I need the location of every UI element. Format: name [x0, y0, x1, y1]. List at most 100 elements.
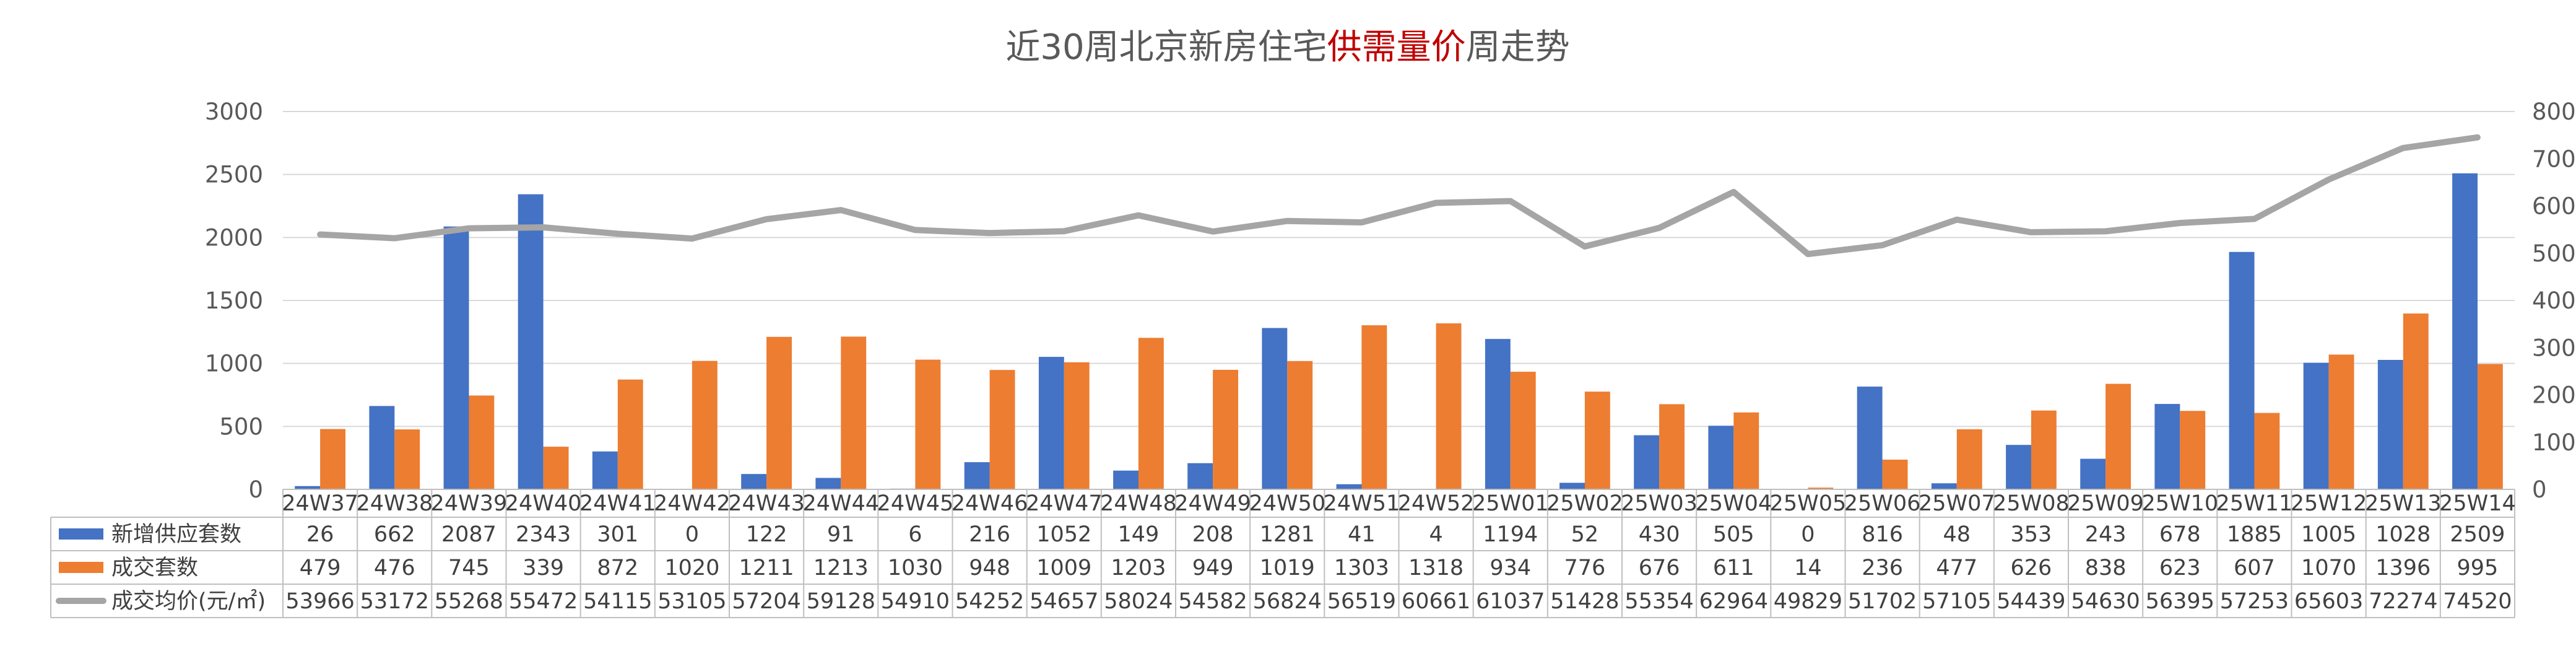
table-cell: 56824 — [1253, 589, 1322, 614]
category-label: 24W46 — [952, 491, 1028, 516]
table-cell: 2087 — [441, 522, 497, 547]
bar-transactions — [2328, 354, 2354, 489]
table-cell: 53966 — [285, 589, 354, 614]
table-cell: 1194 — [1483, 522, 1538, 547]
table-cell: 1019 — [1260, 556, 1315, 580]
bar-transactions — [692, 361, 718, 489]
right-tick-label: 10000 — [2532, 429, 2576, 456]
bar-transactions — [617, 379, 643, 489]
table-cell: 678 — [2159, 522, 2201, 547]
table-cell: 1885 — [2227, 522, 2282, 547]
table-cell: 2343 — [516, 522, 571, 547]
table-cell: 41 — [1348, 522, 1376, 547]
bar-supply — [2229, 251, 2255, 489]
table-cell: 51702 — [1848, 589, 1917, 614]
table-cell: 505 — [1713, 522, 1754, 547]
left-tick-label: 1000 — [205, 351, 263, 377]
table-cell: 1318 — [1408, 556, 1464, 580]
bar-supply — [518, 194, 544, 489]
table-cell: 60661 — [1402, 589, 1470, 614]
bar-transactions — [1361, 325, 1387, 489]
table-cell: 122 — [746, 522, 787, 547]
table-cell: 54910 — [881, 589, 950, 614]
category-label: 25W13 — [2365, 491, 2442, 516]
table-cell: 1213 — [813, 556, 869, 580]
table-cell: 626 — [2010, 556, 2052, 580]
table-cell: 623 — [2159, 556, 2201, 580]
bar-supply — [2154, 404, 2180, 489]
bar-supply — [1931, 483, 1957, 489]
bar-supply — [2080, 458, 2106, 489]
table-cell: 676 — [1639, 556, 1680, 580]
table-cell: 948 — [969, 556, 1010, 580]
right-tick-label: 80000 — [2532, 98, 2576, 125]
category-label: 24W41 — [579, 491, 656, 516]
category-label: 25W05 — [1770, 491, 1847, 516]
table-cell: 58024 — [1104, 589, 1173, 614]
bars — [295, 173, 2503, 489]
bar-supply — [369, 406, 395, 489]
table-cell: 51428 — [1550, 589, 1619, 614]
right-tick-label: 20000 — [2532, 382, 2576, 409]
category-label: 24W39 — [431, 491, 508, 516]
category-label: 24W38 — [356, 491, 433, 516]
category-label: 25W08 — [1993, 491, 2070, 516]
bar-supply — [1113, 470, 1138, 489]
table-cell: 301 — [597, 522, 638, 547]
table-cell: 49829 — [1774, 589, 1842, 614]
bar-supply — [1187, 463, 1213, 489]
right-tick-label: 60000 — [2532, 193, 2576, 220]
bar-transactions — [1956, 429, 1982, 489]
table-cell: 1020 — [664, 556, 719, 580]
table-cell: 53172 — [360, 589, 429, 614]
category-label: 24W37 — [282, 491, 358, 516]
category-label: 24W44 — [802, 491, 879, 516]
title-prefix: 近30周北京新房住宅 — [1005, 27, 1327, 68]
table-cell: 14 — [1794, 556, 1822, 580]
title-suffix: 周走势 — [1466, 27, 1570, 68]
table-cell: 745 — [448, 556, 490, 580]
bar-supply — [1262, 328, 1288, 489]
table-cell: 1070 — [2301, 556, 2356, 580]
bar-supply — [1336, 484, 1362, 489]
table-cell: 949 — [1192, 556, 1234, 580]
bar-transactions — [1882, 460, 1908, 489]
category-label: 24W51 — [1324, 491, 1400, 516]
right-tick-label: 0 — [2532, 476, 2547, 503]
bar-supply — [1634, 435, 1660, 489]
table-cell: 149 — [1117, 522, 1159, 547]
table-cell: 1396 — [2375, 556, 2431, 580]
category-label: 25W02 — [1546, 491, 1623, 516]
data-table: 24W3724W3824W3924W4024W4124W4224W4324W44… — [50, 489, 2516, 618]
category-label: 25W11 — [2216, 491, 2293, 516]
left-y-axis: 0 500 1000 1500 2000 2500 3000 — [205, 98, 263, 503]
table-cell: 816 — [1862, 522, 1903, 547]
table-cell: 59128 — [807, 589, 875, 614]
category-label: 25W07 — [1919, 491, 1995, 516]
table-cell: 611 — [1713, 556, 1754, 580]
bar-transactions — [915, 359, 941, 489]
category-label: 25W03 — [1621, 491, 1698, 516]
bar-transactions — [1733, 412, 1759, 489]
table-cell: 208 — [1192, 522, 1234, 547]
table-cell: 838 — [2085, 556, 2127, 580]
category-label: 24W48 — [1100, 491, 1177, 516]
table-cell: 934 — [1490, 556, 1531, 580]
table-cell: 607 — [2234, 556, 2275, 580]
bar-transactions — [543, 447, 569, 489]
bar-supply — [815, 478, 841, 489]
bar-transactions — [989, 370, 1015, 489]
table-cell: 1211 — [739, 556, 794, 580]
category-label: 24W47 — [1026, 491, 1103, 516]
category-label: 25W04 — [1695, 491, 1772, 516]
bar-transactions — [1808, 488, 1834, 489]
table-cell: 55472 — [509, 589, 578, 614]
bar-transactions — [2403, 313, 2429, 489]
bar-supply — [1857, 387, 1883, 489]
bar-transactions — [2254, 413, 2280, 489]
bar-transactions — [1287, 361, 1313, 489]
table-cell: 72274 — [2369, 589, 2437, 614]
right-tick-label: 70000 — [2532, 146, 2576, 172]
table-cell: 54582 — [1178, 589, 1247, 614]
